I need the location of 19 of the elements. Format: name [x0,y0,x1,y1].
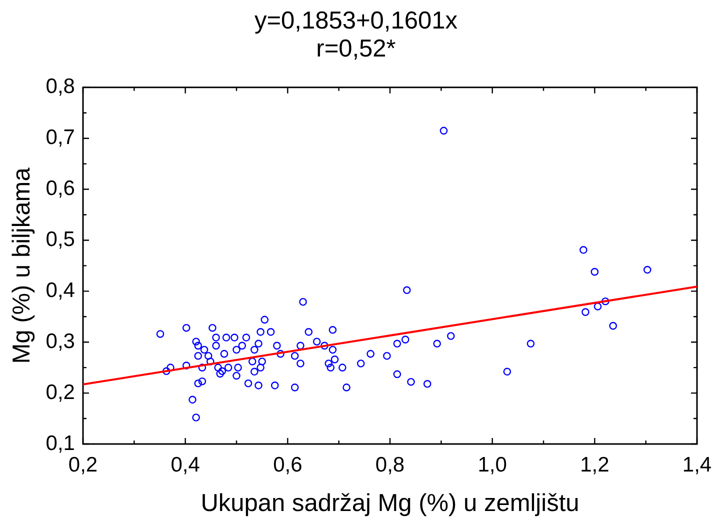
y-axis-title: Mg (%) u biljkama [8,167,36,364]
x-axis-title: Ukupan sadržaj Mg (%) u zemljištu [200,490,580,518]
x-tick-label: 0,6 [273,453,302,476]
x-tick-label: 1,0 [478,453,507,476]
x-tick-label: 0,2 [68,453,98,476]
y-tick-label: 0,5 [46,228,75,252]
y-tick-label: 0,3 [46,330,75,353]
y-tick-label: 0,6 [46,177,75,200]
x-tick-label: 1,2 [580,453,610,476]
x-tick-label: 1,4 [682,453,712,476]
y-tick-label: 0,2 [46,380,75,404]
y-tick-label: 0,4 [46,278,76,302]
y-tick-label: 0,1 [46,432,75,455]
y-tick-label: 0,7 [46,126,75,150]
y-tick-label: 0,8 [46,75,75,98]
x-tick-label: 0,8 [375,453,405,476]
chart-subtitle: r=0,52* [316,36,396,63]
x-tick-label: 0,4 [170,453,200,476]
chart-title: y=0,1853+0,1601x [254,8,458,35]
